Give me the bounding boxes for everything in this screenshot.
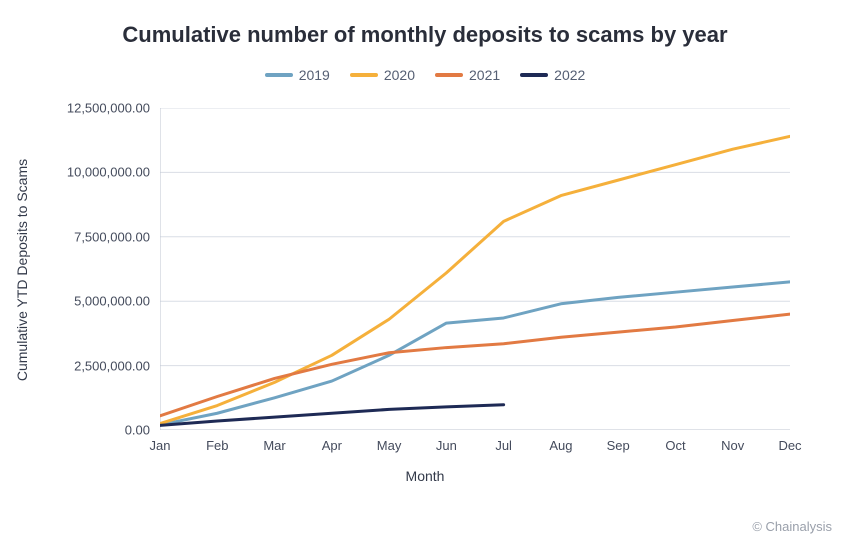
- x-tick-label: Sep: [607, 438, 630, 453]
- legend-item: 2022: [520, 67, 585, 83]
- chart-legend: 2019 2020 2021 2022: [0, 64, 850, 83]
- x-tick-label: May: [377, 438, 402, 453]
- chart-plot: [160, 108, 790, 430]
- legend-item: 2019: [265, 67, 330, 83]
- y-tick-label: 2,500,000.00: [40, 358, 150, 373]
- y-tick-label: 5,000,000.00: [40, 294, 150, 309]
- legend-swatch: [265, 73, 293, 77]
- x-tick-label: Jan: [150, 438, 171, 453]
- legend-label: 2021: [469, 67, 500, 83]
- y-tick-label: 0.00: [40, 423, 150, 438]
- x-tick-label: Jun: [436, 438, 457, 453]
- y-tick-label: 12,500,000.00: [40, 101, 150, 116]
- x-tick-label: Mar: [263, 438, 285, 453]
- x-tick-label: Jul: [495, 438, 512, 453]
- chart-title: Cumulative number of monthly deposits to…: [0, 22, 850, 48]
- y-axis-title: Cumulative YTD Deposits to Scams: [14, 159, 30, 381]
- x-tick-label: Apr: [322, 438, 342, 453]
- legend-label: 2020: [384, 67, 415, 83]
- x-tick-label: Nov: [721, 438, 744, 453]
- legend-swatch: [520, 73, 548, 77]
- x-tick-label: Oct: [665, 438, 685, 453]
- legend-item: 2021: [435, 67, 500, 83]
- x-tick-label: Dec: [778, 438, 801, 453]
- x-tick-label: Aug: [549, 438, 572, 453]
- legend-swatch: [435, 73, 463, 77]
- y-tick-label: 7,500,000.00: [40, 229, 150, 244]
- x-tick-label: Feb: [206, 438, 228, 453]
- legend-swatch: [350, 73, 378, 77]
- legend-label: 2019: [299, 67, 330, 83]
- legend-label: 2022: [554, 67, 585, 83]
- x-axis-title: Month: [0, 468, 850, 484]
- y-tick-label: 10,000,000.00: [40, 165, 150, 180]
- chart-container: Cumulative number of monthly deposits to…: [0, 0, 850, 544]
- legend-item: 2020: [350, 67, 415, 83]
- copyright-label: © Chainalysis: [752, 519, 832, 534]
